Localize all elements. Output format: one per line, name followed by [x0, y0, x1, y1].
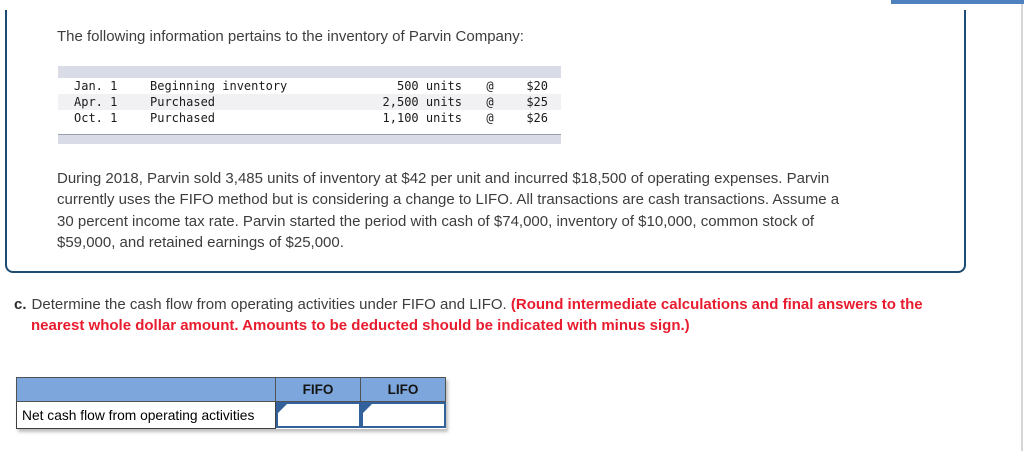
inventory-table-spacer — [58, 126, 561, 134]
inventory-at-sign: @ — [486, 95, 494, 109]
inventory-units: 2,500 units — [382, 95, 462, 109]
inventory-units: 1,100 units — [382, 111, 462, 125]
inventory-price: $20 — [526, 79, 548, 93]
inventory-description: Purchased — [150, 95, 216, 109]
paragraph-line: currently uses the FIFO method but is co… — [57, 191, 840, 209]
problem-paragraph: During 2018, Parvin sold 3,485 units of … — [57, 168, 839, 254]
answer-table-header-row: FIFO LIFO — [16, 377, 446, 402]
requirement-c: c. Determine the cash flow from operating… — [14, 294, 923, 336]
problem-card: The following information pertains to th… — [5, 10, 966, 273]
paragraph-line: $59,000, and retained earnings of $25,00… — [57, 234, 344, 252]
requirement-note: (Round intermediate calculations and fin… — [510, 296, 923, 313]
paragraph-line: 30 percent income tax rate. Parvin start… — [57, 212, 815, 230]
inventory-at-sign: @ — [486, 79, 494, 93]
inventory-row: Oct. 1 Purchased 1,100 units @ $26 — [58, 110, 561, 126]
inventory-at-sign: @ — [486, 111, 494, 125]
answer-row-label: Net cash flow from operating activities — [16, 401, 276, 429]
fifo-answer-input[interactable] — [276, 402, 361, 429]
inventory-description: Purchased — [150, 111, 216, 125]
inventory-table-footer-strip — [58, 134, 561, 144]
requirement-line: c. Determine the cash flow from operating… — [14, 294, 923, 315]
answer-table: FIFO LIFO Net cash flow from operating a… — [16, 377, 446, 429]
answer-header-fifo: FIFO — [275, 377, 361, 402]
inventory-row: Jan. 1 Beginning inventory 500 units @ $… — [58, 78, 561, 94]
requirement-note: nearest whole dollar amount. Amounts to … — [31, 317, 690, 334]
inventory-date: Jan. 1 — [74, 79, 118, 93]
top-scroll-indicator — [891, 0, 1024, 4]
inventory-row: Apr. 1 Purchased 2,500 units @ $25 — [58, 94, 561, 110]
answer-header-lifo: LIFO — [360, 377, 446, 402]
inventory-date: Apr. 1 — [74, 95, 118, 109]
inventory-price: $25 — [526, 95, 548, 109]
answer-header-blank — [16, 377, 276, 402]
inventory-table: Jan. 1 Beginning inventory 500 units @ $… — [58, 66, 561, 144]
inventory-units: 500 units — [396, 79, 462, 93]
inventory-price: $26 — [526, 111, 548, 125]
inventory-date: Oct. 1 — [74, 111, 118, 125]
inventory-description: Beginning inventory — [150, 79, 288, 93]
requirement-label: c. — [14, 296, 27, 313]
inventory-table-header-strip — [58, 66, 561, 78]
lifo-answer-input[interactable] — [360, 402, 446, 429]
problem-intro-text: The following information pertains to th… — [57, 28, 524, 45]
requirement-text: Determine the cash flow from operating a… — [31, 296, 507, 313]
paragraph-line: During 2018, Parvin sold 3,485 units of … — [57, 170, 830, 187]
lifo-answer-cell — [360, 401, 446, 429]
fifo-answer-cell — [275, 401, 361, 429]
panel-divider — [1021, 0, 1023, 451]
answer-table-row: Net cash flow from operating activities — [16, 401, 446, 429]
